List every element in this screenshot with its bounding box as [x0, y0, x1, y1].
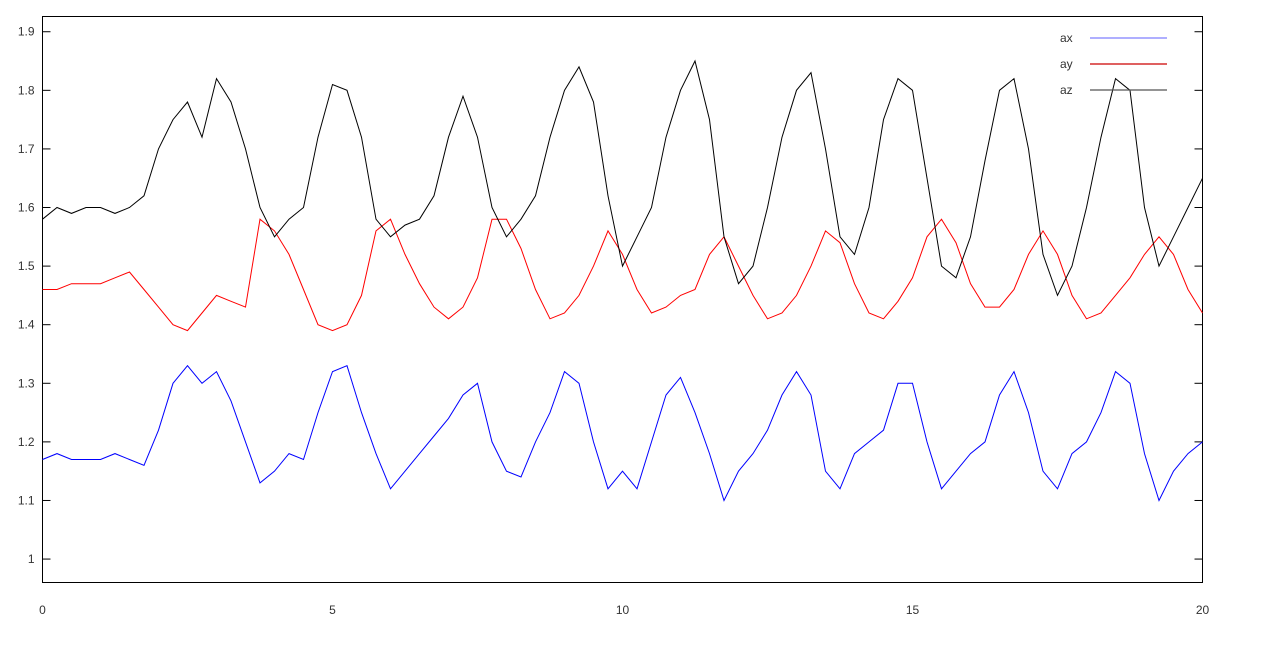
y-tick-label: 1.5: [18, 259, 35, 273]
y-tick-label: 1.4: [18, 318, 35, 332]
y-tick-label: 1.9: [18, 25, 35, 39]
series-line-ay: [42, 218, 1203, 332]
y-tick-label: 1.8: [18, 83, 35, 97]
x-tick-label: 15: [906, 603, 920, 617]
y-tick-label: 1.2: [18, 435, 35, 449]
x-tick-label: 5: [329, 603, 336, 617]
legend-label-az: az: [1060, 83, 1073, 97]
y-tick-label: 1.7: [18, 142, 35, 156]
plot-frame: [42, 16, 1203, 583]
x-tick-label: 10: [616, 603, 630, 617]
legend-label-ax: ax: [1060, 31, 1073, 45]
legend: ax ay az: [1060, 31, 1167, 97]
legend-label-ay: ay: [1060, 57, 1073, 71]
series-line-ax: [42, 364, 1203, 502]
y-tick-label: 1: [28, 552, 35, 566]
y-tick-label: 1.6: [18, 201, 35, 215]
y-tick-label: 1.1: [18, 493, 35, 507]
series-line-az: [42, 59, 1203, 297]
x-tick-label: 20: [1196, 603, 1210, 617]
y-tick-label: 1.3: [18, 376, 35, 390]
x-tick-label: 0: [39, 603, 46, 617]
